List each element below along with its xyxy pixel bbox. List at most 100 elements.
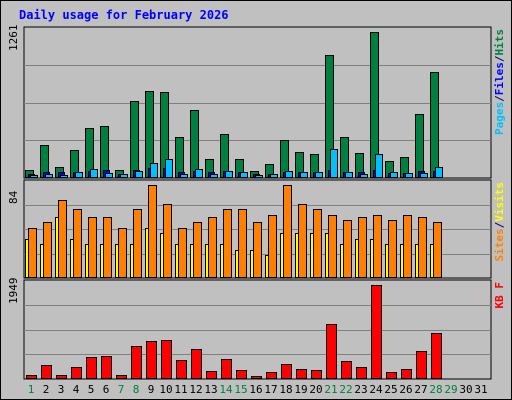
day-label-18: 18	[279, 383, 292, 396]
day-label-14: 14	[219, 383, 233, 396]
bar-pages-3	[60, 175, 68, 178]
day-label-4: 4	[73, 383, 80, 396]
bar-sites-18	[283, 185, 292, 278]
day-label-6: 6	[103, 383, 110, 396]
bar-pages-2	[45, 174, 53, 178]
bar-pages-4	[75, 172, 83, 178]
bar-sites-11	[178, 228, 187, 278]
bar-pages-28	[435, 167, 443, 178]
bar-pages-15	[240, 172, 248, 178]
bar-sites-7	[118, 228, 127, 278]
bar-kb-f-17	[266, 372, 277, 379]
bar-sites-23	[358, 217, 367, 278]
bar-kb-f-24	[371, 285, 382, 379]
bar-kb-f-27	[416, 351, 427, 379]
bar-sites-8	[133, 209, 142, 278]
max-label-top: 1261	[7, 25, 20, 52]
bar-pages-26	[405, 173, 413, 178]
bar-hits-27	[415, 114, 424, 178]
bar-sites-26	[403, 215, 412, 278]
bar-kb-f-18	[281, 364, 292, 379]
bar-sites-16	[253, 222, 262, 278]
bar-sites-28	[433, 222, 442, 278]
day-label-8: 8	[133, 383, 140, 396]
bar-kb-f-7	[116, 375, 127, 379]
bar-sites-3	[58, 200, 67, 278]
legend-middle: Sites/Visits	[493, 182, 506, 262]
day-label-9: 9	[148, 383, 155, 396]
day-label-26: 26	[399, 383, 412, 396]
bar-sites-27	[418, 217, 427, 278]
legend-bottom: KB F	[493, 282, 506, 309]
bar-sites-17	[268, 215, 277, 278]
bar-kb-f-14	[221, 359, 232, 379]
bar-pages-27	[420, 173, 428, 178]
bar-pages-7	[120, 174, 128, 178]
bar-sites-19	[298, 204, 307, 278]
max-label-bottom: 1949	[7, 278, 20, 305]
legend-item-top-2: Files	[493, 62, 506, 95]
bar-pages-8	[135, 171, 143, 178]
bar-kb-f-19	[296, 369, 307, 379]
bar-sites-4	[73, 209, 82, 278]
bar-pages-18	[285, 171, 293, 178]
bar-pages-21	[330, 149, 338, 178]
bar-pages-24	[375, 154, 383, 178]
bar-hits-28	[430, 72, 439, 178]
bar-sites-5	[88, 217, 97, 278]
bar-pages-17	[270, 174, 278, 178]
day-label-21: 21	[324, 383, 337, 396]
day-label-1: 1	[28, 383, 35, 396]
day-label-31: 31	[474, 383, 487, 396]
bar-kb-f-1	[26, 375, 37, 379]
bar-pages-25	[390, 172, 398, 178]
day-label-22: 22	[339, 383, 352, 396]
bar-sites-12	[193, 222, 202, 278]
legend-item-middle-2: Visits	[493, 182, 506, 222]
day-label-30: 30	[459, 383, 472, 396]
bar-pages-16	[255, 175, 263, 178]
bar-pages-6	[105, 173, 113, 178]
bar-hits-22	[340, 137, 349, 178]
bar-sites-2	[43, 222, 52, 278]
legend-item-top-4: Hits	[493, 29, 506, 56]
day-label-5: 5	[88, 383, 95, 396]
bar-kb-f-15	[236, 370, 247, 379]
bar-hits-6	[100, 126, 109, 178]
bar-sites-9	[148, 185, 157, 278]
bar-kb-f-22	[341, 361, 352, 379]
day-label-27: 27	[414, 383, 427, 396]
day-label-25: 25	[384, 383, 397, 396]
day-label-29: 29	[444, 383, 457, 396]
bar-kb-f-20	[311, 370, 322, 379]
bar-kb-f-5	[86, 357, 97, 379]
bar-kb-f-6	[101, 356, 112, 379]
day-label-3: 3	[58, 383, 65, 396]
bar-pages-13	[210, 174, 218, 178]
bar-pages-12	[195, 169, 203, 178]
day-label-23: 23	[354, 383, 367, 396]
bar-hits-11	[175, 137, 184, 178]
bar-kb-f-28	[431, 333, 442, 379]
day-label-10: 10	[159, 383, 172, 396]
bar-hits-8	[130, 101, 139, 178]
day-label-12: 12	[189, 383, 202, 396]
legend-item-top-0: Pages	[493, 102, 506, 135]
bar-kb-f-10	[161, 340, 172, 379]
bar-pages-22	[345, 172, 353, 178]
bar-sites-15	[238, 209, 247, 278]
max-label-middle: 84	[7, 190, 20, 204]
bar-pages-20	[315, 172, 323, 178]
bar-kb-f-2	[41, 365, 52, 379]
day-label-11: 11	[174, 383, 187, 396]
bar-sites-22	[343, 220, 352, 278]
bar-kb-f-13	[206, 371, 217, 379]
bar-sites-20	[313, 209, 322, 278]
day-label-15: 15	[234, 383, 247, 396]
page-title: Daily usage for February 2026	[19, 8, 229, 22]
legend-item-top-1: /	[493, 95, 506, 102]
bar-sites-13	[208, 217, 217, 278]
day-label-20: 20	[309, 383, 322, 396]
bar-pages-19	[300, 172, 308, 178]
day-label-2: 2	[43, 383, 50, 396]
